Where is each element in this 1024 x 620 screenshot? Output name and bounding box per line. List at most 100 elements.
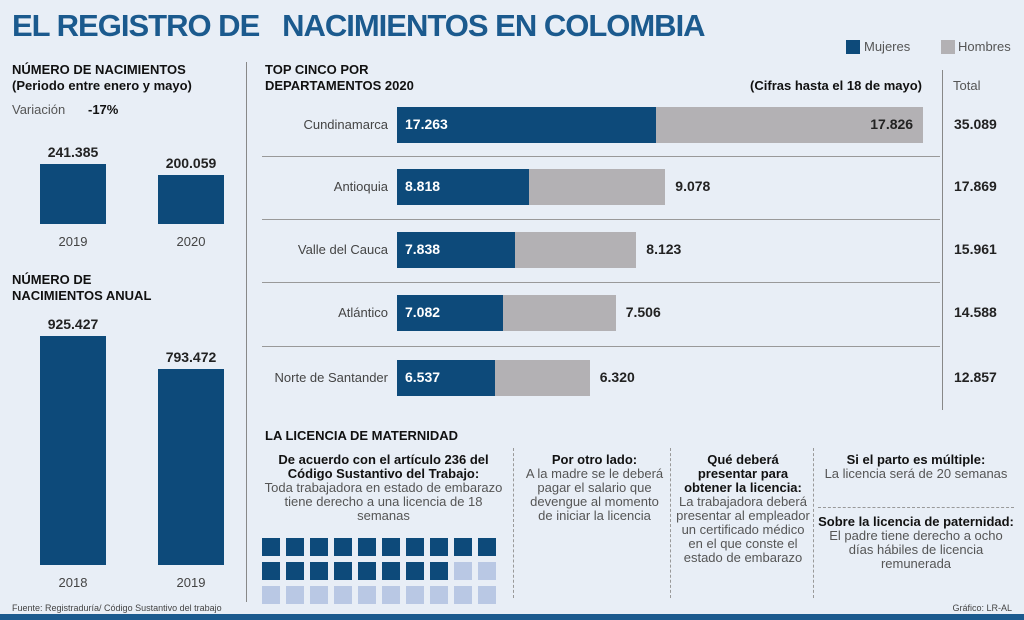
row-separator [262,281,940,283]
week-icon [478,538,496,556]
bar-segment [397,107,656,143]
text: Toda trabajadora en estado de embarazo t… [264,480,503,523]
week-icon [406,538,424,556]
data-label: 9.078 [675,178,711,194]
week-icon [454,586,472,604]
bar [158,369,224,565]
chart-title: NÚMERO DE NACIMIENTOS [12,62,186,77]
week-icon [382,538,400,556]
week-icon [286,538,304,556]
footer-bar [0,614,1024,620]
heading: Qué deberá presentar para obtener la lic… [684,452,802,495]
chart-subtitle: (Periodo entre enero y mayo) [12,78,192,93]
week-icon [382,586,400,604]
bar-segment [397,295,504,331]
week-icon [430,586,448,604]
category-label: Antioquia [333,179,388,194]
bar-segment [397,169,530,205]
source: Fuente: Registraduría/ Código Sustantivo… [12,603,222,613]
bar [40,336,106,565]
week-icon [286,562,304,580]
total-label: 15.961 [954,241,997,257]
week-icon [406,562,424,580]
row-separator [262,345,940,347]
credit: Gráfico: LR-AL [952,603,1012,613]
variation-value: -17% [88,102,119,117]
category-label: 2019 [176,575,206,590]
total-header: Total [953,78,981,93]
text: La licencia será de 20 semanas [824,466,1008,481]
legend-swatch [941,40,955,54]
week-icon [358,562,376,580]
divider [246,62,247,602]
week-icon [310,562,328,580]
heading: Sobre la licencia de paternidad: [818,514,1014,529]
bar [158,174,224,224]
divider [942,70,943,410]
data-label: 7.838 [405,241,441,257]
week-icon [358,538,376,556]
text-block: Por otro lado: A la madre se le deberá pa… [522,453,667,523]
heading: Si el parto es múltiple: [846,452,986,467]
row-separator [262,218,940,220]
week-icon [454,562,472,580]
total-label: 35.089 [954,116,997,132]
data-label: 17.263 [405,116,448,132]
week-icon [406,586,424,604]
data-label: 200.059 [165,154,217,171]
data-label: 7.506 [625,304,661,320]
data-label: 6.537 [405,369,441,385]
title: EL REGISTRO DE NACIMIENTOS EN COLOMBIA [12,8,706,43]
bar [40,164,106,224]
week-icon [334,562,352,580]
separator [513,448,514,598]
total-label: 17.869 [954,178,997,194]
total-label: 14.588 [954,304,997,320]
week-icon [478,562,496,580]
week-icon [286,586,304,604]
data-label: 8.818 [405,178,441,194]
category-label: Cundinamarca [303,117,388,132]
bar-segment [655,107,924,143]
category-label: 2018 [58,575,88,590]
text-block: Si el parto es múltiple: La licencia será… [818,453,1014,481]
week-icon [334,586,352,604]
separator [670,448,671,598]
week-icon [310,538,328,556]
week-icon [334,538,352,556]
data-label: 6.320 [599,369,635,385]
bar-segment [397,360,495,396]
category-label: Valle del Cauca [297,242,388,257]
bar-segment [529,169,666,205]
legend-label: Hombres [958,39,1011,54]
text-block: Sobre la licencia de paternidad: El padre… [818,515,1014,571]
bar-segment [495,360,590,396]
text-block: Qué deberá presentar para obtener la lic… [676,453,810,565]
bar-segment [397,232,515,268]
week-icon [430,538,448,556]
bar-segment [514,232,637,268]
data-label: 793.472 [165,349,217,366]
week-icon [262,562,280,580]
week-icon [478,586,496,604]
text: La trabajadora deberá presentar al emple… [676,494,810,565]
data-label: 17.826 [870,116,914,132]
section-title: LA LICENCIA DE MATERNIDAD [265,428,459,443]
text-block: De acuerdo con el artículo 236 del Códig… [262,453,505,523]
week-icon [262,586,280,604]
total-label: 12.857 [954,369,997,385]
week-icon [382,562,400,580]
chart-subtitle: (Cifras hasta el 18 de mayo) [750,78,922,93]
separator [813,448,814,598]
chart-title: TOP CINCO POR DEPARTAMENTOS 2020 [265,62,414,93]
week-icon [454,538,472,556]
separator [818,507,1014,508]
data-label: 8.123 [646,241,682,257]
text: El padre tiene derecho a ocho días hábil… [829,528,1003,571]
week-icon [310,586,328,604]
variation-label: Variación [12,102,66,117]
week-icon [430,562,448,580]
data-label: 241.385 [47,144,99,161]
row-separator [262,156,940,157]
